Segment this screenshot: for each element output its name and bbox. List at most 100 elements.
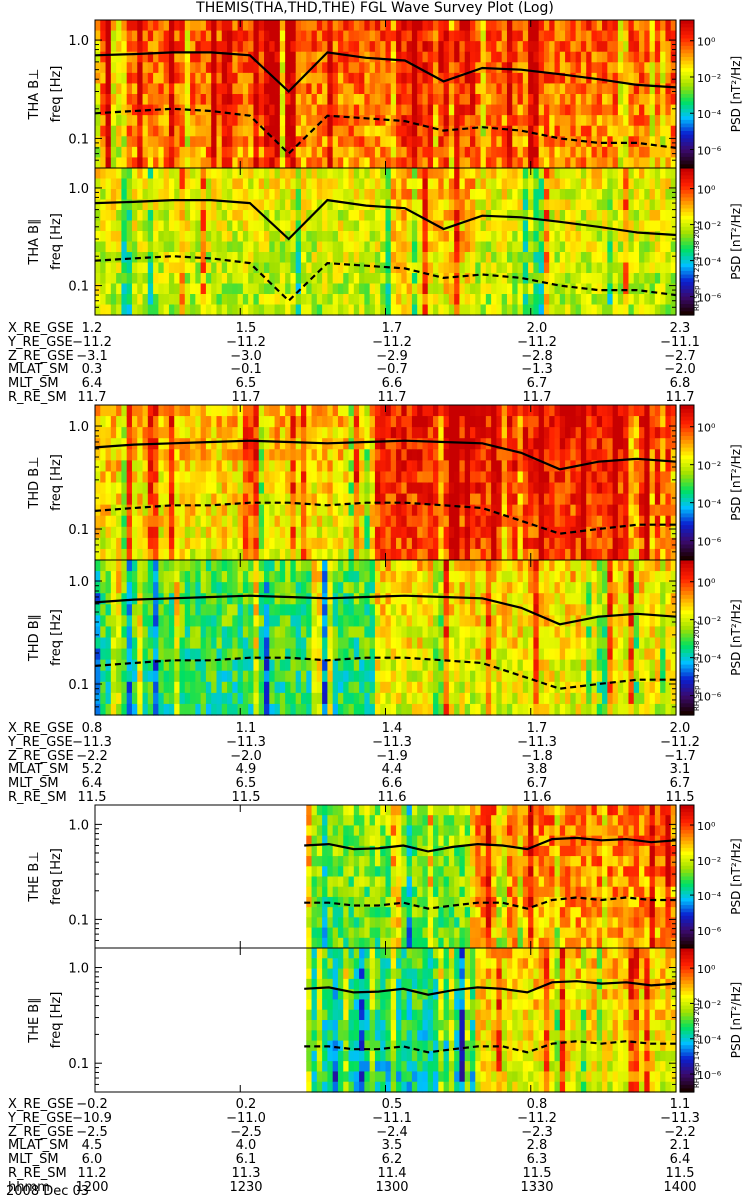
spectrogram-cell [322,178,328,190]
spectrogram-cell [142,548,149,561]
spectrogram-cell [211,416,218,428]
spectrogram-cell [348,94,355,106]
spectrogram-cell [448,416,455,428]
spectrogram-cell [237,62,244,74]
spectrogram-cell [528,199,534,211]
spectrogram-cell [327,157,334,169]
spectrogram-cell [137,681,144,694]
spectrogram-cell [549,504,556,517]
spectrogram-cell [612,504,619,517]
spectrogram-cell [158,262,165,274]
spectrogram-cell [322,405,328,417]
spectrogram-cell [179,560,186,572]
spectrogram-cell [417,294,424,306]
spectrogram-cell [617,471,624,484]
spectrogram-cell [343,104,350,116]
spectrogram-cell [575,189,582,201]
spectrogram-cell [491,548,498,561]
spectrogram-cell [649,241,656,253]
spectrogram-cell [343,41,350,53]
spectrogram-cell [348,115,355,127]
spectrogram-cell [602,526,608,539]
spectrogram-cell [168,482,175,495]
spectrogram-cell [543,438,550,450]
spectrogram-cell [538,449,545,461]
spectrogram-cell [242,526,249,539]
spectrogram-cell [438,504,445,517]
spectrogram-cell [411,262,418,274]
spectrogram-cell [158,83,165,95]
spectrogram-cell [543,252,550,264]
spectrogram-cell [343,136,350,148]
spectrogram-cell [464,210,471,222]
spectrogram-cell [538,493,545,506]
spectrogram-cell [570,94,577,106]
spectrogram-cell [591,304,598,316]
spectrogram-cell [591,199,598,211]
spectrogram-cell [116,41,123,53]
spectrogram-cell [269,189,276,201]
spectrogram-cell [459,20,466,32]
spectrogram-cell [575,241,582,253]
spectrogram-cell [454,252,461,264]
spectrogram-cell [628,115,635,127]
spectrogram-cell [639,136,645,148]
spectrogram-cell [512,20,519,32]
spectrogram-cell [221,115,228,127]
spectrogram-cell [649,231,656,243]
spectrogram-cell [517,515,524,528]
spectrogram-cell [163,615,170,628]
spectrogram-cell [232,199,239,211]
spectrogram-cell [184,438,191,450]
spectrogram-cell [533,252,540,264]
spectrogram-cell [147,493,154,506]
spectrogram-cell [670,157,677,169]
spectrogram-cell [602,51,608,63]
spectrogram-cell [596,537,603,550]
spectrogram-cell [232,515,239,528]
spectrogram-cell [95,304,101,316]
spectrogram-cell [158,626,165,639]
spectrogram-cell [517,283,524,295]
spectrogram-cell [454,304,461,316]
spectrogram-cell [533,157,540,169]
spectrogram-cell [322,262,328,274]
spectrogram-cell [237,294,244,306]
spectrogram-cell [332,548,339,561]
spectrogram-cell [533,515,540,528]
spectrogram-cell [95,136,101,148]
spectrogram-cell [227,168,233,180]
spectrogram-cell [628,460,635,473]
spectrogram-cell [369,146,376,159]
spectrogram-cell [517,199,524,211]
spectrogram-cell [633,41,640,53]
spectrogram-cell [454,294,461,306]
spectrogram-cell [327,537,334,550]
spectrogram-cell [168,62,175,74]
spectrogram-cell [110,146,117,159]
spectrogram-cell [422,262,429,274]
spectrogram-cell [506,168,513,180]
spectrogram-cell [253,146,260,159]
spectrogram-cell [364,515,371,528]
spectrogram-cell [411,41,418,53]
spectrogram-cell [353,460,360,473]
spectrogram-cell [623,427,630,439]
spectrogram-cell [538,104,545,116]
spectrogram-cell [253,252,260,264]
spectrogram-cell [480,189,487,201]
spectrogram-cell [100,460,107,473]
spectrogram-cell [179,582,186,594]
spectrogram-cell [633,416,640,428]
spectrogram-cell [216,41,223,53]
spectrogram-cell [327,460,334,473]
spectrogram-cell [237,94,244,106]
spectrogram-cell [237,30,244,42]
spectrogram-cell [100,157,107,169]
spectrogram-cell [337,504,344,517]
spectrogram-cell [417,199,424,211]
spectrogram-cell [390,460,397,473]
spectrogram-cell [158,146,165,159]
spectrogram-cell [660,41,667,53]
